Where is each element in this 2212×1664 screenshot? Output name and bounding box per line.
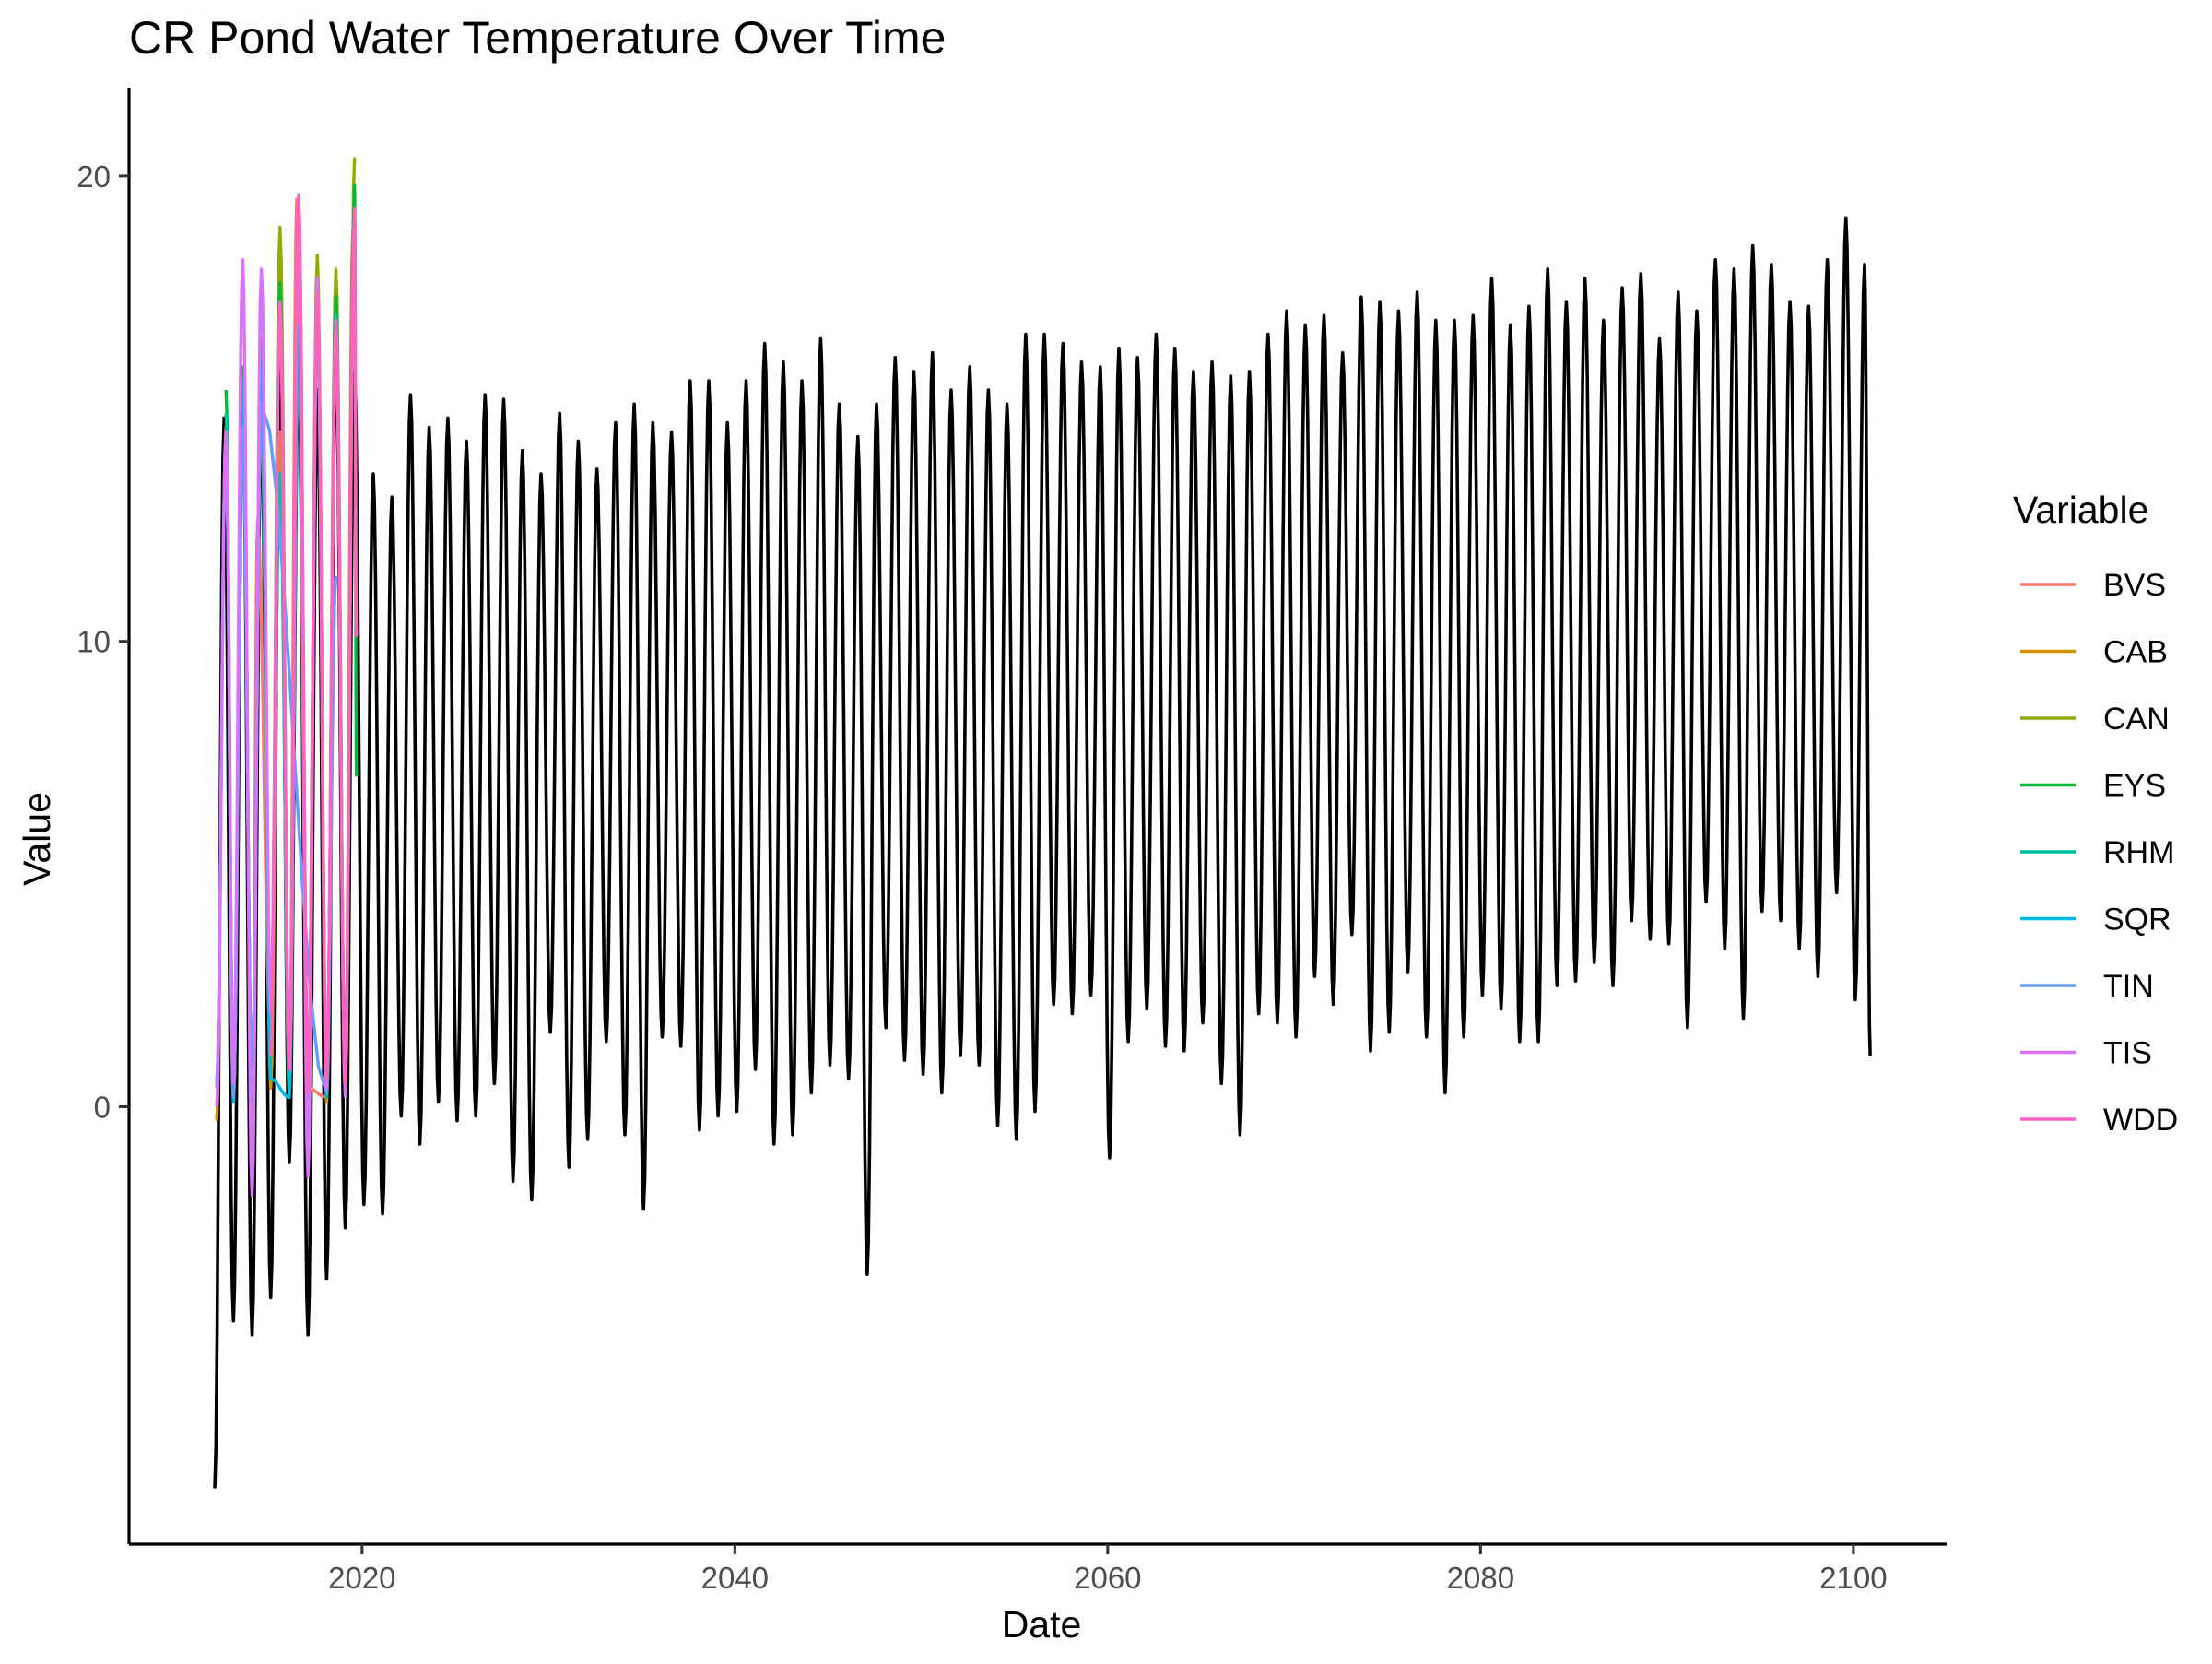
legend-label: RHM <box>2103 835 2174 870</box>
x-tick-label: 2040 <box>701 1561 769 1595</box>
legend-item-can: CAN <box>2020 702 2170 737</box>
series-layer <box>213 157 1872 1489</box>
legend-item-rhm: RHM <box>2020 835 2174 870</box>
legend-label: EYS <box>2103 769 2166 804</box>
legend-label: SQR <box>2103 903 2171 938</box>
x-tick-label: 2100 <box>1819 1561 1887 1595</box>
y-tick-label: 0 <box>94 1090 111 1124</box>
legend-item-bvs: BVS <box>2020 568 2166 603</box>
chart-title: CR Pond Water Temperature Over Time <box>129 12 946 64</box>
legend-label: CAB <box>2103 635 2168 670</box>
x-tick-label: 2080 <box>1447 1561 1514 1595</box>
y-tick-label: 10 <box>76 625 111 659</box>
x-axis-label: Date <box>1002 1603 1082 1646</box>
legend-label: TIS <box>2103 1036 2152 1071</box>
series-line-projection <box>213 216 1872 1489</box>
legend-item-sqr: SQR <box>2020 903 2171 938</box>
y-tick-label: 20 <box>76 159 111 194</box>
legend-item-wdd: WDD <box>2020 1103 2178 1138</box>
x-tick-label: 2020 <box>328 1561 395 1595</box>
legend-item-tin: TIN <box>2020 969 2154 1004</box>
legend: Variable BVS CAB CAN EYS RHM SQR TIN TIS WDD <box>2013 489 2178 1138</box>
legend-title: Variable <box>2013 489 2148 531</box>
legend-label: BVS <box>2103 568 2166 603</box>
series-line-wdd <box>269 193 359 1095</box>
legend-label: CAN <box>2103 702 2170 737</box>
legend-label: WDD <box>2103 1103 2178 1138</box>
legend-item-tis: TIS <box>2020 1036 2152 1071</box>
legend-item-cab: CAB <box>2020 635 2168 670</box>
y-axis-label: Value <box>16 792 58 886</box>
legend-label: TIN <box>2103 969 2154 1004</box>
x-tick-label: 2060 <box>1074 1561 1141 1595</box>
legend-item-eys: EYS <box>2020 769 2166 804</box>
